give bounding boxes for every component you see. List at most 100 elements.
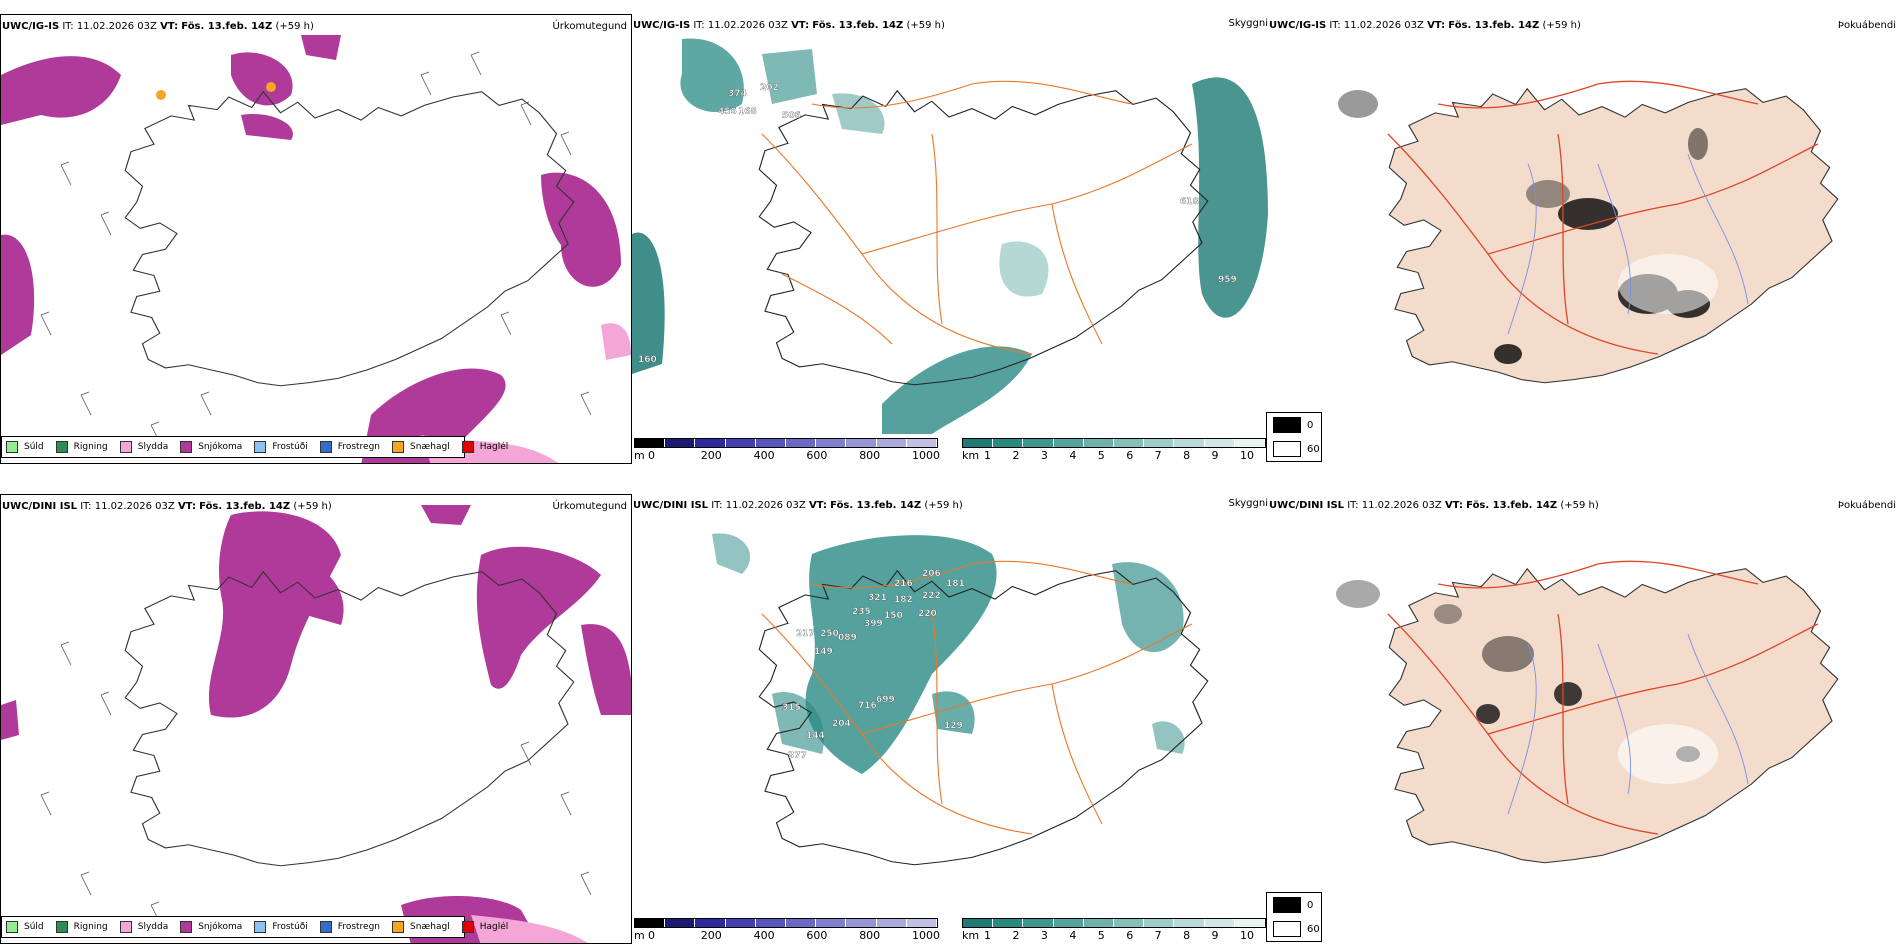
colorbar-step [846, 439, 877, 447]
peak-label: 204 [832, 719, 851, 729]
colorbar-step [1144, 439, 1175, 447]
scale-tick: 400 [753, 449, 775, 462]
scale-tick: 7 [1154, 929, 1162, 942]
scale-tick: 200 [700, 449, 722, 462]
panel-name: Skyggni [1228, 498, 1268, 509]
colorbar-step [786, 919, 817, 927]
scale-tick: 7 [1154, 449, 1162, 462]
colorbar-step [963, 439, 994, 447]
scale-tick: 9 [1211, 449, 1219, 462]
legend-swatch [319, 921, 332, 933]
cloud-legend-label: 60 [1307, 443, 1320, 455]
legend-item: Frostúði [254, 441, 308, 453]
legend-swatch [55, 921, 68, 933]
low-vis-area [932, 691, 975, 734]
elevation-scale-top: m 0 200 400 600 800 1000 [634, 438, 940, 462]
scale-tick: 2 [1012, 929, 1020, 942]
peak-label: 959 [1218, 275, 1237, 285]
low-vis-area [882, 346, 1032, 434]
colorbar-step [876, 439, 907, 447]
panel-name: Úrkomutegund [552, 501, 627, 512]
peak-label: 618 [1180, 197, 1199, 207]
colorbar-step [846, 919, 877, 927]
legend-label: Slydda [137, 442, 169, 452]
low-vis-area [772, 692, 824, 754]
peak-label: 160 [638, 355, 657, 365]
legend-label: Frostúði [272, 442, 308, 452]
legend-label: Súld [24, 442, 44, 452]
peak-label: 206 [922, 569, 941, 579]
snow-area [291, 555, 344, 625]
low-vis-area [1112, 562, 1184, 653]
legend-label: Frostregn [337, 922, 381, 932]
colorbar-step [1053, 919, 1084, 927]
legend-label: Haglél [479, 922, 509, 932]
panel-title: UWC/DINI ISL IT: 11.02.2026 03Z VT: Fös.… [633, 500, 963, 511]
peak-label: 716 [858, 701, 877, 711]
visibility-ticks: km 1 2 3 4 5 6 7 8 9 10 [962, 448, 1266, 462]
scale-tick: 800 [859, 449, 881, 462]
snow-area [1, 700, 19, 740]
elevation-ticks: m 0 200 400 600 800 1000 [634, 448, 940, 462]
legend-item: Súld [6, 441, 44, 453]
cloud-legend-label: 60 [1307, 923, 1320, 935]
panel-precip-type-bottom: UWC/DINI ISL IT: 11.02.2026 03Z VT: Fös.… [0, 494, 632, 944]
legend-swatch [461, 921, 474, 933]
legend-label: Slydda [137, 922, 169, 932]
legend-swatch [392, 441, 405, 453]
roads [761, 560, 1193, 835]
roads [1387, 80, 1819, 355]
cloud-legend-swatch [1273, 921, 1301, 937]
colorbar-step [725, 439, 756, 447]
elevation-colorbar [634, 438, 938, 448]
legend-label: Frostúði [272, 922, 308, 932]
peak-label: 182 [894, 595, 913, 605]
peak-label: 089 [838, 633, 857, 643]
scale-unit: km [962, 929, 980, 942]
low-vis-area [712, 533, 751, 574]
panel-title: UWC/DINI ISL IT: 11.02.2026 03Z VT: Fös.… [2, 501, 332, 512]
cloud-legend-swatch [1273, 417, 1301, 433]
scale-tick: 10 [1240, 929, 1254, 942]
scale-tick: 600 [806, 449, 828, 462]
cloud-legend-row: 0 [1267, 413, 1321, 437]
legend-swatch [319, 441, 332, 453]
colorbar-step [695, 439, 726, 447]
legend-label: Rigning [73, 922, 108, 932]
panel-visibility-top: 374 202 456 168 506 618 959 160 UWC/IG-I… [632, 14, 1268, 464]
fog-patches [1336, 580, 1700, 762]
cloud-legend-row: 0 [1267, 893, 1321, 917]
colorbar-step [755, 919, 787, 927]
snow-area [541, 172, 621, 287]
scale-tick: 400 [753, 929, 775, 942]
legend-item: Snjókoma [180, 921, 242, 933]
low-vis-area [999, 241, 1049, 297]
colorbar-step [635, 439, 666, 447]
legend-swatch [254, 921, 267, 933]
peak-label: 321 [868, 593, 887, 603]
colorbar-step [665, 919, 696, 927]
colorbar-step [1234, 439, 1266, 447]
colorbar-step [1083, 439, 1115, 447]
scale-tick: 600 [806, 929, 828, 942]
low-vis-area [805, 535, 997, 774]
scale-tick: 200 [700, 929, 722, 942]
panel-title: UWC/IG-IS IT: 11.02.2026 03Z VT: Fös. 13… [1269, 20, 1581, 31]
sleet-area [601, 323, 631, 360]
colorbar-step [695, 919, 726, 927]
colorbar-step [816, 439, 847, 447]
scale-tick: 6 [1126, 929, 1134, 942]
scale-tick: 1000 [912, 929, 940, 942]
peak-label: 506 [782, 111, 801, 121]
legend-swatch [392, 921, 405, 933]
legend-item: Snæhagl [392, 441, 450, 453]
scale-tick: 0 [648, 929, 655, 942]
peak-label: 374 [728, 89, 747, 99]
legend-swatch [180, 921, 193, 933]
colorbar-step [725, 919, 756, 927]
visibility-scale-bottom: km 1 2 3 4 5 6 7 8 9 10 [962, 918, 1266, 942]
scale-tick: 1 [984, 929, 991, 942]
low-vis-area [762, 49, 817, 104]
legend-item: Haglél [461, 921, 509, 933]
legend-swatch [461, 441, 474, 453]
